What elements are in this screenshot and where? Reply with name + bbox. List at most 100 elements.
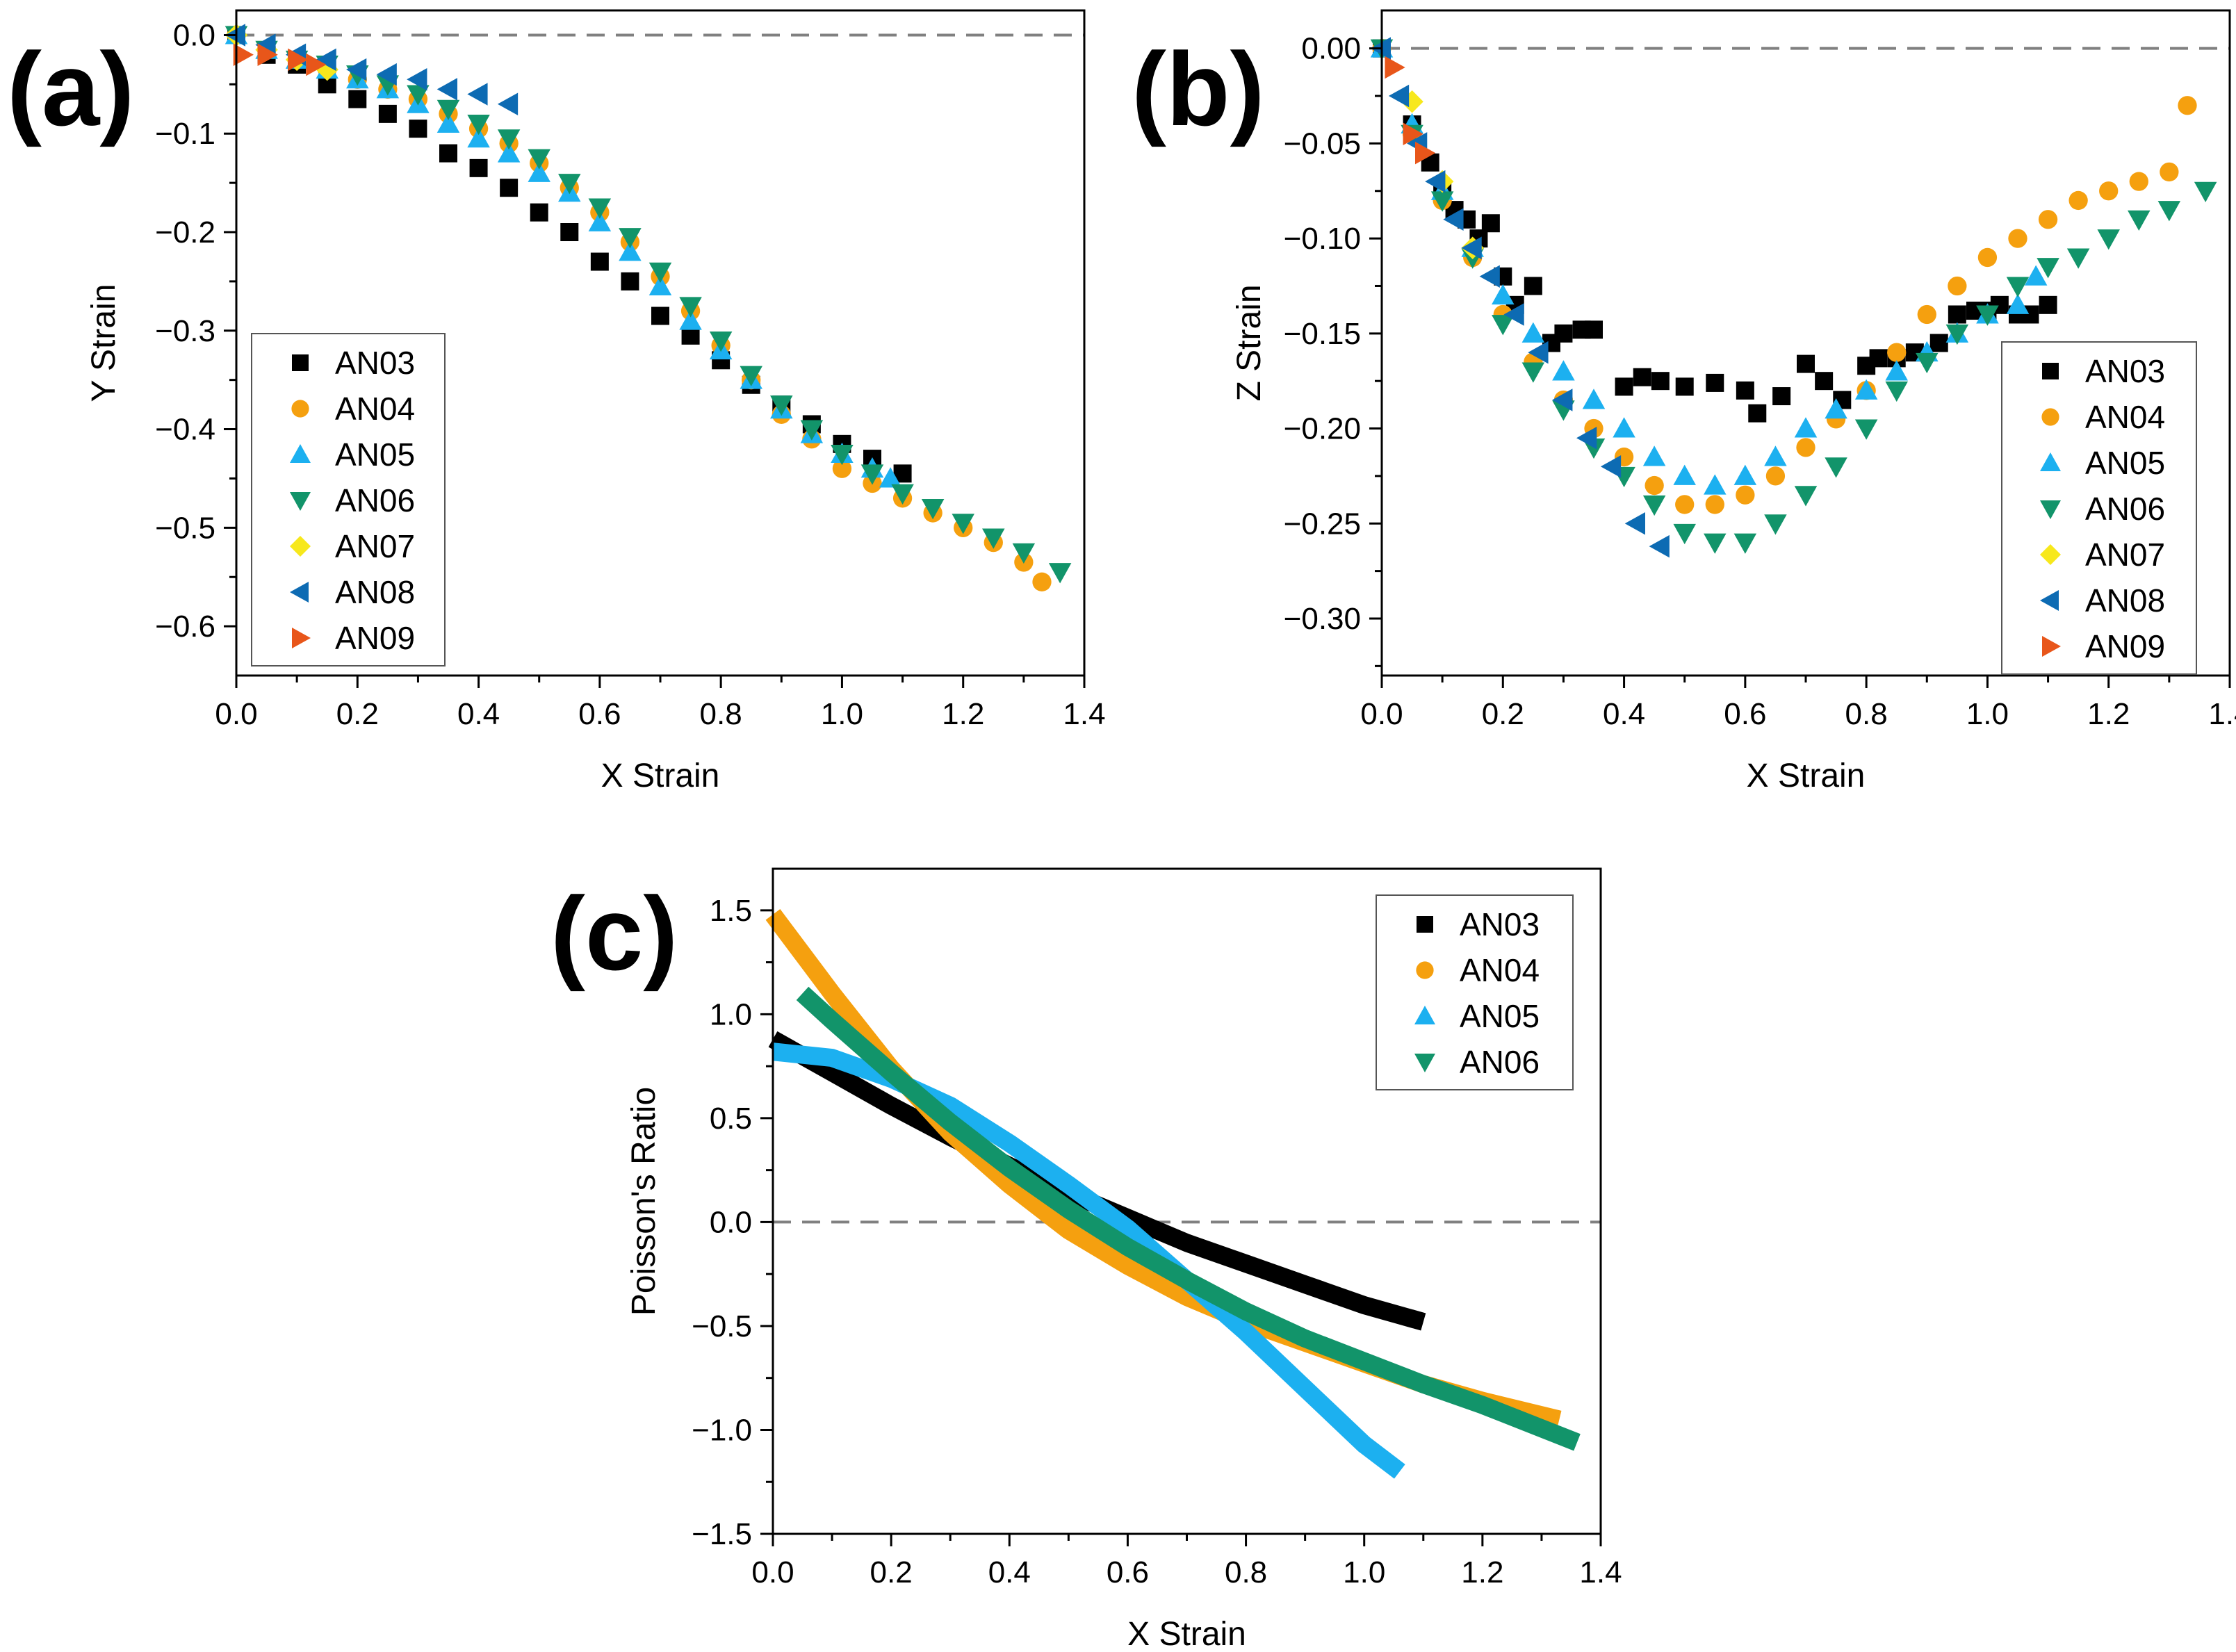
data-point-an04 [832, 459, 852, 478]
y-tick-label: 0.0 [173, 18, 215, 52]
legend-label-an04: AN04 [335, 391, 415, 427]
data-point-an03 [500, 179, 519, 197]
legend-marker-an04 [2041, 408, 2059, 426]
data-point-an06 [1854, 419, 1878, 440]
data-point-an06 [528, 149, 550, 170]
y-tick-label: 1.5 [710, 894, 752, 928]
data-point-an05 [1704, 474, 1727, 495]
data-point-an05 [497, 142, 521, 163]
x-tick-label: 0.8 [1845, 697, 1888, 731]
x-tick-label: 0.4 [457, 697, 500, 731]
x-tick-label: 0.8 [700, 697, 742, 731]
data-point-an05 [1854, 379, 1878, 400]
y-tick-label: −0.20 [1284, 412, 1361, 446]
x-tick-label: 0.0 [215, 697, 257, 731]
data-point-an08 [1461, 236, 1482, 260]
legend-label-an08: AN08 [335, 574, 415, 610]
data-point-an06 [982, 528, 1005, 549]
data-point-an03 [560, 223, 579, 241]
data-point-an03 [2039, 295, 2057, 314]
data-point-an06 [1764, 514, 1787, 535]
y-tick-label: −0.1 [155, 117, 215, 151]
data-point-an04 [2178, 96, 2197, 115]
data-point-an06 [1048, 563, 1072, 584]
series-line-an06 [796, 986, 1581, 1451]
data-point-an06 [2194, 181, 2217, 203]
y-axis-title: Y Strain [85, 284, 122, 402]
data-point-an06 [2006, 277, 2030, 297]
legend-label-an06: AN06 [2085, 491, 2165, 527]
data-point-an06 [619, 228, 642, 249]
data-point-an09 [288, 48, 309, 72]
data-point-an06 [1825, 457, 1847, 478]
data-point-an06 [1704, 533, 1727, 554]
legend-marker-an07 [2040, 544, 2061, 565]
x-tick-label: 0.2 [336, 697, 379, 731]
data-point-an08 [1528, 341, 1549, 364]
legend-label-an03: AN03 [1460, 906, 1540, 942]
data-point-an08 [407, 67, 427, 91]
legend-label-an09: AN09 [2085, 628, 2165, 664]
data-point-an04 [1705, 495, 1724, 514]
x-axis-title: X Strain [1127, 1616, 1246, 1652]
data-point-an06 [2066, 248, 2090, 269]
data-point-an03 [1554, 324, 1573, 343]
x-tick-label: 1.2 [1461, 1555, 1503, 1589]
data-point-an03 [590, 252, 609, 271]
data-point-an04 [2068, 190, 2088, 211]
data-point-an06 [770, 395, 793, 416]
legend-marker-an03 [292, 354, 309, 371]
y-tick-label: −0.3 [155, 314, 215, 348]
data-point-an03 [409, 120, 427, 138]
x-tick-label: 1.0 [1343, 1555, 1385, 1589]
x-tick-label: 0.6 [1724, 697, 1766, 731]
x-tick-label: 0.4 [1603, 697, 1645, 731]
data-point-an08 [1576, 426, 1597, 450]
data-point-an04 [2008, 229, 2027, 248]
data-point-an08 [376, 63, 397, 86]
legend-marker-an05 [2040, 452, 2061, 471]
x-axis-title: X Strain [601, 758, 720, 794]
data-point-an08 [1600, 455, 1622, 478]
data-point-an06 [558, 174, 581, 195]
data-point-an03 [1633, 368, 1651, 386]
data-point-an05 [1642, 445, 1666, 466]
legend-marker-an03 [2042, 363, 2059, 379]
plot-area [765, 909, 1581, 1479]
data-point-an09 [1385, 56, 1405, 79]
data-point-an06 [1885, 381, 1908, 402]
legend-marker-an09 [2042, 636, 2061, 657]
data-point-an09 [1403, 122, 1423, 145]
legend: AN03 AN04 AN05 AN06 AN07 AN08 AN09 [251, 333, 446, 666]
legend-marker-an08 [290, 582, 309, 603]
data-point-an03 [1651, 372, 1670, 391]
data-point-an06 [709, 331, 733, 352]
data-point-an08 [316, 48, 336, 72]
x-tick-label: 0.6 [578, 697, 621, 731]
plot-area [1370, 37, 2217, 558]
data-point-an08 [1479, 265, 1500, 288]
data-point-an03 [469, 158, 488, 177]
data-point-an03 [1585, 320, 1603, 339]
x-tick-label: 1.2 [2087, 697, 2130, 731]
data-point-an04 [2099, 181, 2119, 201]
plot-area [225, 24, 1072, 591]
data-point-an09 [1415, 141, 1436, 165]
y-tick-label: −0.5 [155, 511, 215, 545]
data-point-an09 [233, 43, 254, 67]
data-point-an08 [1443, 208, 1464, 231]
data-point-an04 [2129, 172, 2148, 191]
data-point-an08 [1503, 303, 1524, 326]
legend-label-an04: AN04 [1460, 952, 1540, 988]
data-point-an08 [346, 58, 367, 81]
data-point-an05 [588, 211, 612, 231]
data-point-an06 [1642, 495, 1666, 516]
data-point-an04 [2038, 210, 2058, 229]
y-tick-label: 0.5 [710, 1102, 752, 1136]
panel-label: (c) [550, 875, 678, 992]
y-tick-label: −0.15 [1284, 317, 1361, 351]
data-point-an05 [1825, 398, 1847, 419]
x-tick-label: 0.2 [870, 1555, 913, 1589]
data-point-an06 [1794, 486, 1818, 507]
data-point-an08 [1425, 170, 1446, 193]
